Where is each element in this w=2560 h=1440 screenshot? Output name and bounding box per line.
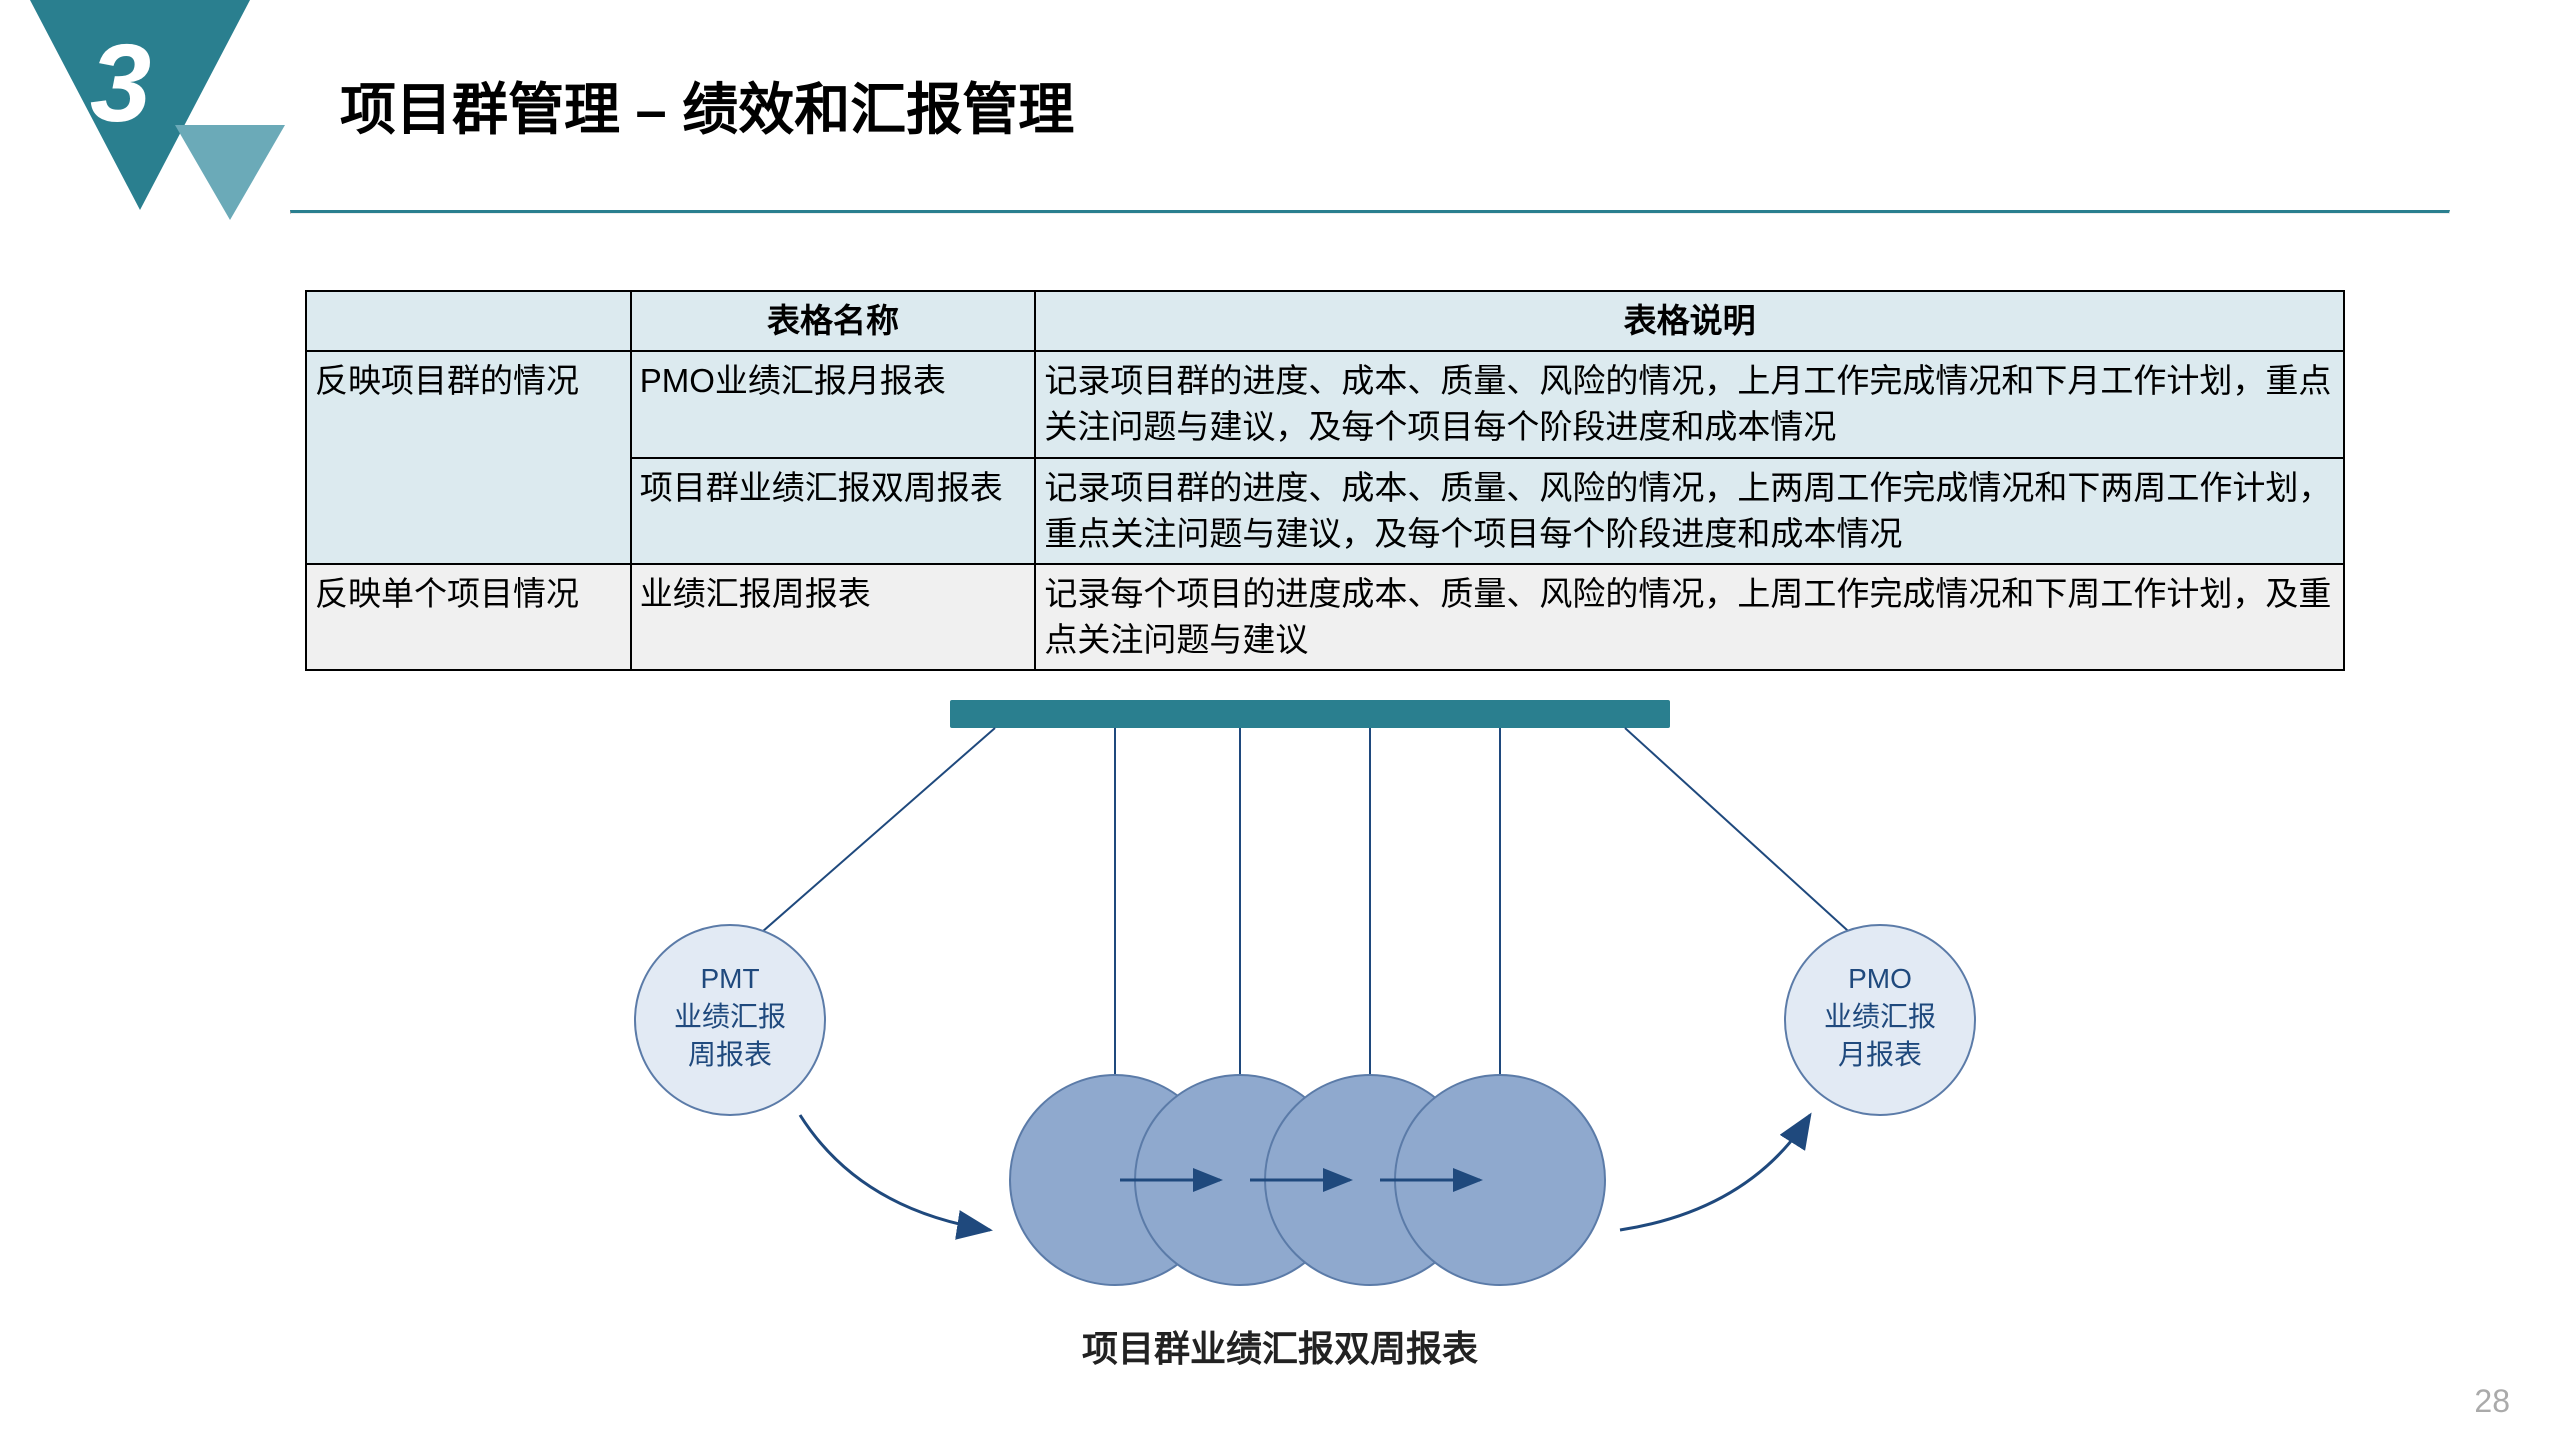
table-desc: 记录项目群的进度、成本、质量、风险的情况，上两周工作完成情况和下两周工作计划，重… [1035, 458, 2344, 564]
table-desc: 记录项目群的进度、成本、质量、风险的情况，上月工作完成情况和下月工作计划，重点关… [1035, 351, 2344, 457]
svg-text:业绩汇报: 业绩汇报 [674, 1001, 786, 1032]
table-header-desc: 表格说明 [1035, 291, 2344, 351]
svg-text:业绩汇报: 业绩汇报 [1824, 1001, 1936, 1032]
table-name: 业绩汇报周报表 [631, 564, 1036, 670]
svg-text:PMT: PMT [700, 963, 759, 994]
svg-text:月报表: 月报表 [1838, 1039, 1922, 1070]
svg-text:周报表: 周报表 [688, 1039, 772, 1070]
table-name: PMO业绩汇报月报表 [631, 351, 1036, 457]
table-row: 反映单个项目情况 业绩汇报周报表 记录每个项目的进度成本、质量、风险的情况，上周… [306, 564, 2344, 670]
page-title: 项目群管理 – 绩效和汇报管理 [340, 65, 1074, 146]
table-name: 项目群业绩汇报双周报表 [631, 458, 1036, 564]
title-underline [290, 210, 2450, 214]
table-desc: 记录每个项目的进度成本、质量、风险的情况，上周工作完成情况和下周工作计划，及重点… [1035, 564, 2344, 670]
table-header-blank [306, 291, 631, 351]
table-header-row: 表格名称 表格说明 [306, 291, 2344, 351]
header-triangle-small [175, 125, 285, 220]
table-category: 反映单个项目情况 [306, 564, 631, 670]
table-row: 反映项目群的情况 PMO业绩汇报月报表 记录项目群的进度、成本、质量、风险的情况… [306, 351, 2344, 457]
table-category: 反映项目群的情况 [306, 351, 631, 564]
page-number: 28 [2474, 1383, 2510, 1420]
pendulum-diagram: PMT 业绩汇报 周报表 PMO 业绩汇报 月报表 [600, 690, 2000, 1390]
diagram-caption: 项目群业绩汇报双周报表 [0, 1320, 2560, 1372]
section-number: 3 [90, 20, 151, 147]
report-table: 表格名称 表格说明 反映项目群的情况 PMO业绩汇报月报表 记录项目群的进度、成… [305, 290, 2345, 671]
table-header-name: 表格名称 [631, 291, 1036, 351]
svg-text:PMO: PMO [1848, 963, 1912, 994]
